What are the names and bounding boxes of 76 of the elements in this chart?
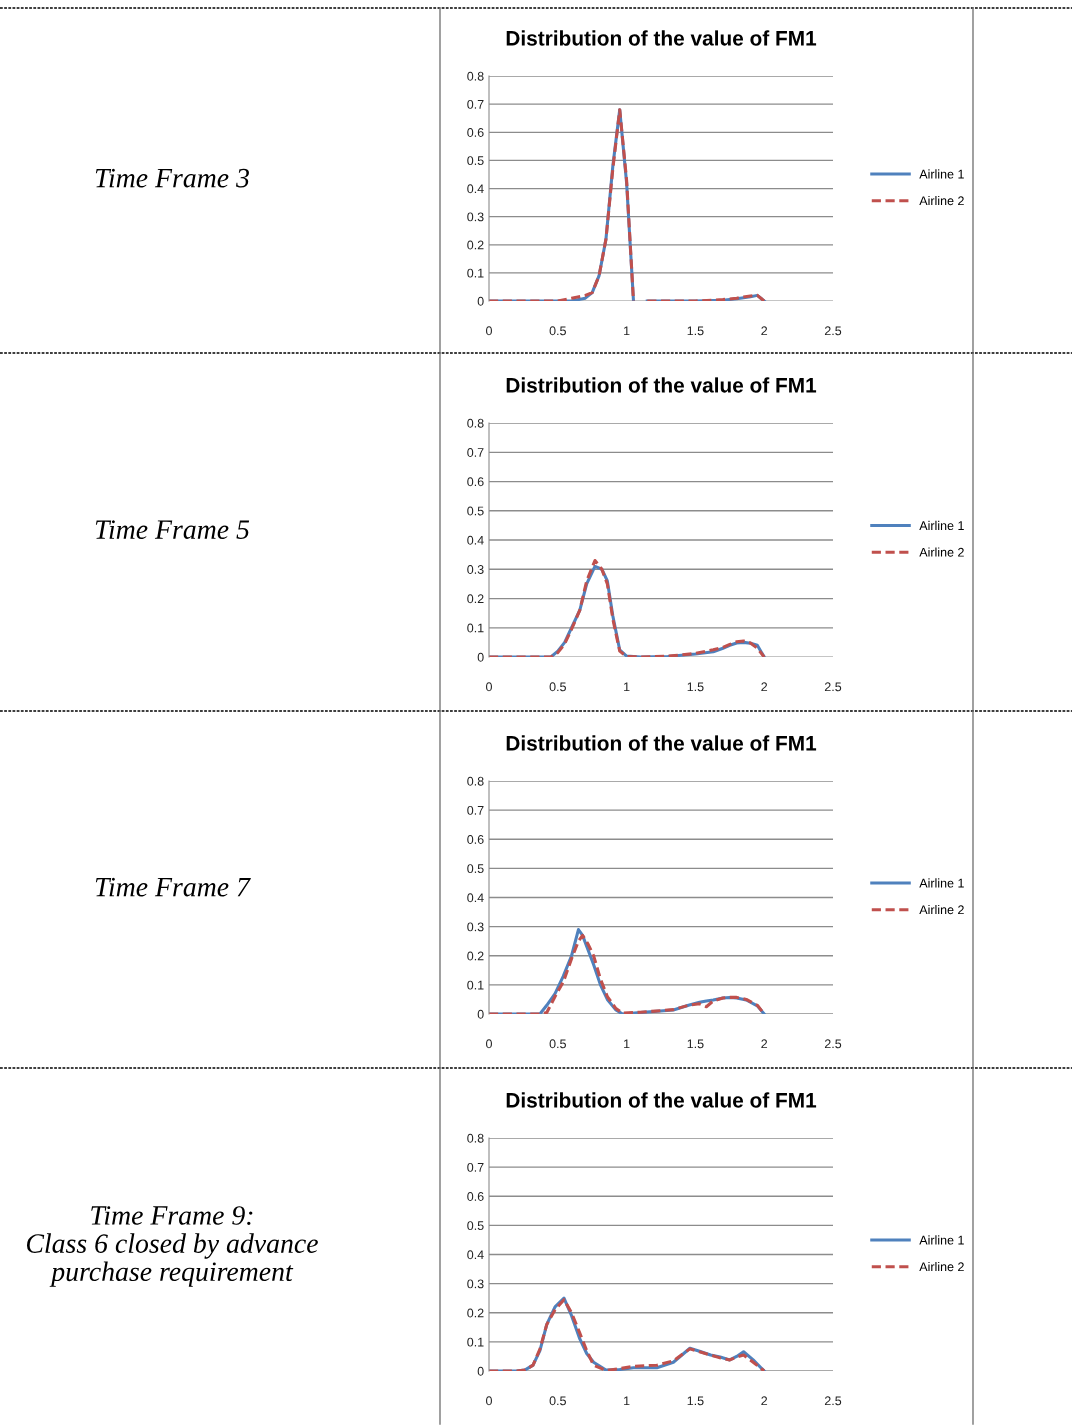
y-tick-label: 0.5 [467, 1221, 484, 1231]
x-tick-label: 0 [486, 1396, 492, 1406]
y-tick-label: 0.5 [467, 156, 484, 166]
x-tick-label: 0 [486, 682, 492, 692]
legend-label: Airline 1 [919, 169, 964, 179]
x-tick-label: 2.5 [824, 326, 842, 336]
y-tick-label: 0.4 [467, 893, 484, 903]
y-tick-label: 0.6 [467, 128, 484, 137]
x-tick-label: 2.5 [824, 1039, 842, 1049]
x-tick-label: 1 [624, 682, 630, 692]
y-tick-label: 0.1 [467, 1337, 484, 1347]
y-tick-label: 0.1 [467, 980, 484, 990]
y-tick-label: 0.2 [467, 240, 484, 250]
x-tick-label: 2 [761, 326, 768, 336]
x-tick-label: 2 [761, 682, 768, 692]
legend-label: Airline 1 [919, 520, 964, 531]
y-tick-label: 0.7 [467, 805, 484, 815]
x-tick-label: 1 [624, 1039, 630, 1049]
legend-label: Airline 1 [919, 1235, 964, 1245]
x-tick-label: 0 [486, 326, 492, 336]
x-tick-label: 1.5 [687, 1396, 704, 1406]
x-tick-label: 2 [761, 1039, 768, 1049]
text: Time Frame 9: Class 6 closed by advance purchase requirement [26, 1206, 318, 1287]
y-tick-label: 0.5 [467, 864, 484, 874]
y-tick-label: 0 [477, 652, 484, 662]
y-tick-label: 0.8 [467, 418, 484, 428]
legend-label: Airline 2 [919, 1262, 964, 1272]
y-tick-label: 0.8 [467, 71, 484, 81]
legend-label: Airline 2 [919, 196, 964, 206]
x-tick-label: 1.5 [687, 326, 704, 336]
legend-label: Airline 2 [919, 905, 964, 915]
y-tick-label: 0 [477, 296, 484, 306]
y-tick-label: 0.4 [467, 1250, 484, 1260]
y-tick-label: 0.6 [467, 477, 484, 487]
y-tick-label: 0 [477, 1366, 484, 1376]
y-tick-label: 0.7 [467, 99, 484, 109]
y-tick-label: 0.8 [467, 1133, 484, 1143]
y-tick-label: 0.3 [467, 212, 484, 222]
text: Time Frame 7 [95, 877, 251, 897]
chart-title: Distribution of the value of FM1 [506, 735, 817, 751]
chart-title: Distribution of the value of FM1 [506, 1092, 817, 1108]
y-tick-label: 0.5 [467, 506, 484, 516]
y-tick-label: 0.3 [467, 565, 484, 574]
y-tick-label: 0.4 [467, 184, 484, 194]
legend-label: Airline 2 [919, 547, 964, 557]
x-tick-label: 0.5 [549, 1396, 566, 1406]
y-tick-label: 0.4 [467, 535, 484, 545]
x-tick-label: 0.5 [549, 326, 566, 336]
x-tick-label: 0.5 [549, 1039, 566, 1049]
x-tick-label: 1.5 [687, 682, 704, 692]
y-tick-label: 0.3 [467, 1279, 484, 1289]
legend-label: Airline 1 [919, 878, 964, 888]
chart-title: Distribution of the value of FM1 [506, 377, 817, 393]
x-tick-label: 2.5 [824, 682, 842, 692]
x-tick-label: 1 [624, 1396, 630, 1406]
x-tick-label: 1 [624, 326, 630, 336]
y-tick-label: 0.1 [467, 268, 484, 278]
y-tick-label: 0.6 [467, 1192, 484, 1201]
x-tick-label: 0 [486, 1039, 492, 1049]
text: Time Frame 5 [95, 520, 250, 539]
y-tick-label: 0.2 [467, 951, 484, 961]
x-tick-label: 0.5 [549, 682, 566, 692]
y-tick-label: 0.3 [467, 922, 484, 932]
x-tick-label: 2 [761, 1396, 768, 1406]
y-tick-label: 0.1 [467, 623, 484, 633]
y-tick-label: 0 [477, 1009, 484, 1019]
y-tick-label: 0.2 [467, 1308, 484, 1318]
x-tick-label: 1.5 [687, 1039, 704, 1049]
y-tick-label: 0.2 [467, 594, 484, 604]
x-tick-label: 2.5 [824, 1396, 842, 1406]
y-tick-label: 0.7 [467, 448, 484, 457]
y-tick-label: 0.6 [467, 835, 484, 844]
y-tick-label: 0.7 [467, 1162, 484, 1172]
y-tick-label: 0.8 [467, 776, 484, 786]
chart-title: Distribution of the value of FM1 [506, 30, 817, 46]
text: Time Frame 3 [95, 168, 249, 188]
